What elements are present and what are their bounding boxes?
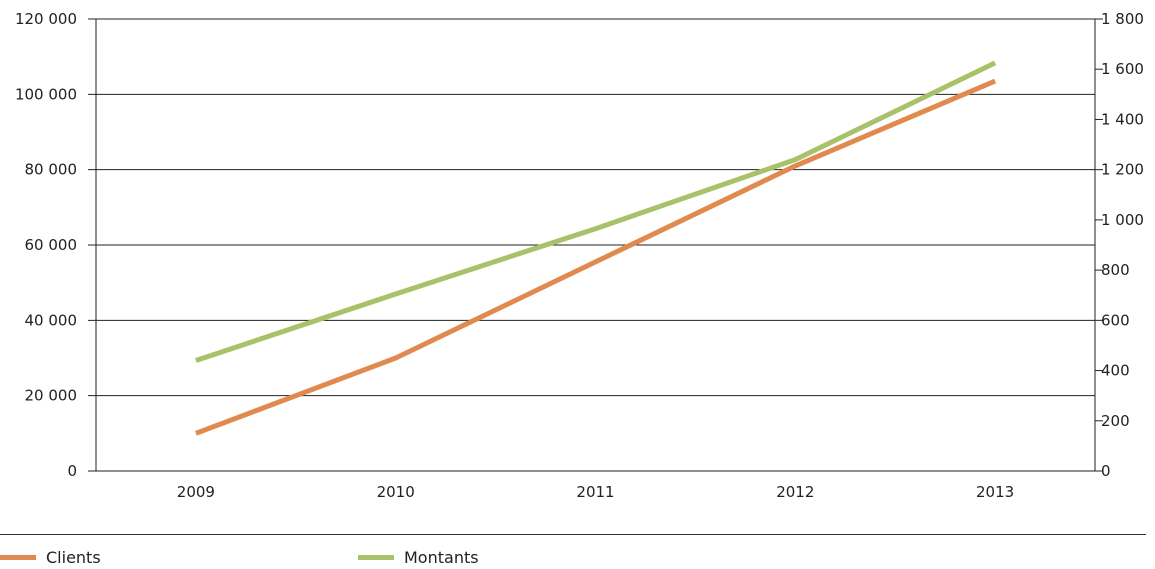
y-left-tick-labels: 0 20 000 40 000 60 000 80 000 100 000 120 000 bbox=[15, 10, 77, 480]
y-left-tick-label: 20 000 bbox=[25, 387, 78, 405]
y-right-tick-label: 400 bbox=[1101, 362, 1130, 380]
x-tick-label: 2013 bbox=[976, 483, 1014, 501]
y-right-tick-label: 1 400 bbox=[1101, 110, 1144, 128]
y-right-tick-label: 600 bbox=[1101, 311, 1130, 329]
axes bbox=[95, 18, 1103, 472]
legend-item-montants: Montants bbox=[358, 548, 479, 567]
y-right-tick-label: 1 000 bbox=[1101, 211, 1144, 229]
legend-item-clients: Clients bbox=[0, 548, 101, 567]
x-tick-label: 2012 bbox=[776, 483, 814, 501]
legend-divider bbox=[0, 534, 1146, 535]
y-right-tick-label: 0 bbox=[1101, 462, 1111, 480]
grid-lines bbox=[88, 18, 1095, 472]
x-tick-label: 2011 bbox=[576, 483, 614, 501]
y-right-tick-label: 1 600 bbox=[1101, 60, 1144, 78]
y-right-tick-label: 1 200 bbox=[1101, 161, 1144, 179]
x-tick-labels: 2009 2010 2011 2012 2013 bbox=[177, 483, 1014, 501]
y-left-tick-label: 40 000 bbox=[25, 311, 78, 329]
series-line-montants bbox=[195, 60, 997, 363]
y-right-tick-label: 200 bbox=[1101, 412, 1130, 430]
y-left-tick-label: 120 000 bbox=[15, 10, 77, 28]
y-right-tick-label: 1 800 bbox=[1101, 10, 1144, 28]
y-left-tick-label: 100 000 bbox=[15, 85, 77, 103]
legend-swatch-clients bbox=[0, 555, 36, 560]
legend-swatch-montants bbox=[358, 555, 394, 560]
series-line-clients bbox=[195, 78, 997, 436]
legend: Clients Montants bbox=[0, 548, 1155, 569]
legend-label-clients: Clients bbox=[46, 548, 101, 567]
y-left-tick-label: 80 000 bbox=[25, 161, 78, 179]
legend-label-montants: Montants bbox=[404, 548, 479, 567]
y-right-tick-labels: 0 200 400 600 800 1 000 1 200 1 400 1 600 1 800 bbox=[1101, 10, 1144, 480]
x-tick-label: 2010 bbox=[377, 483, 415, 501]
y-left-tick-label: 60 000 bbox=[25, 236, 78, 254]
y-right-tick-label: 800 bbox=[1101, 261, 1130, 279]
series-lines bbox=[195, 60, 997, 436]
y-left-tick-label: 0 bbox=[67, 462, 77, 480]
x-tick-label: 2009 bbox=[177, 483, 215, 501]
